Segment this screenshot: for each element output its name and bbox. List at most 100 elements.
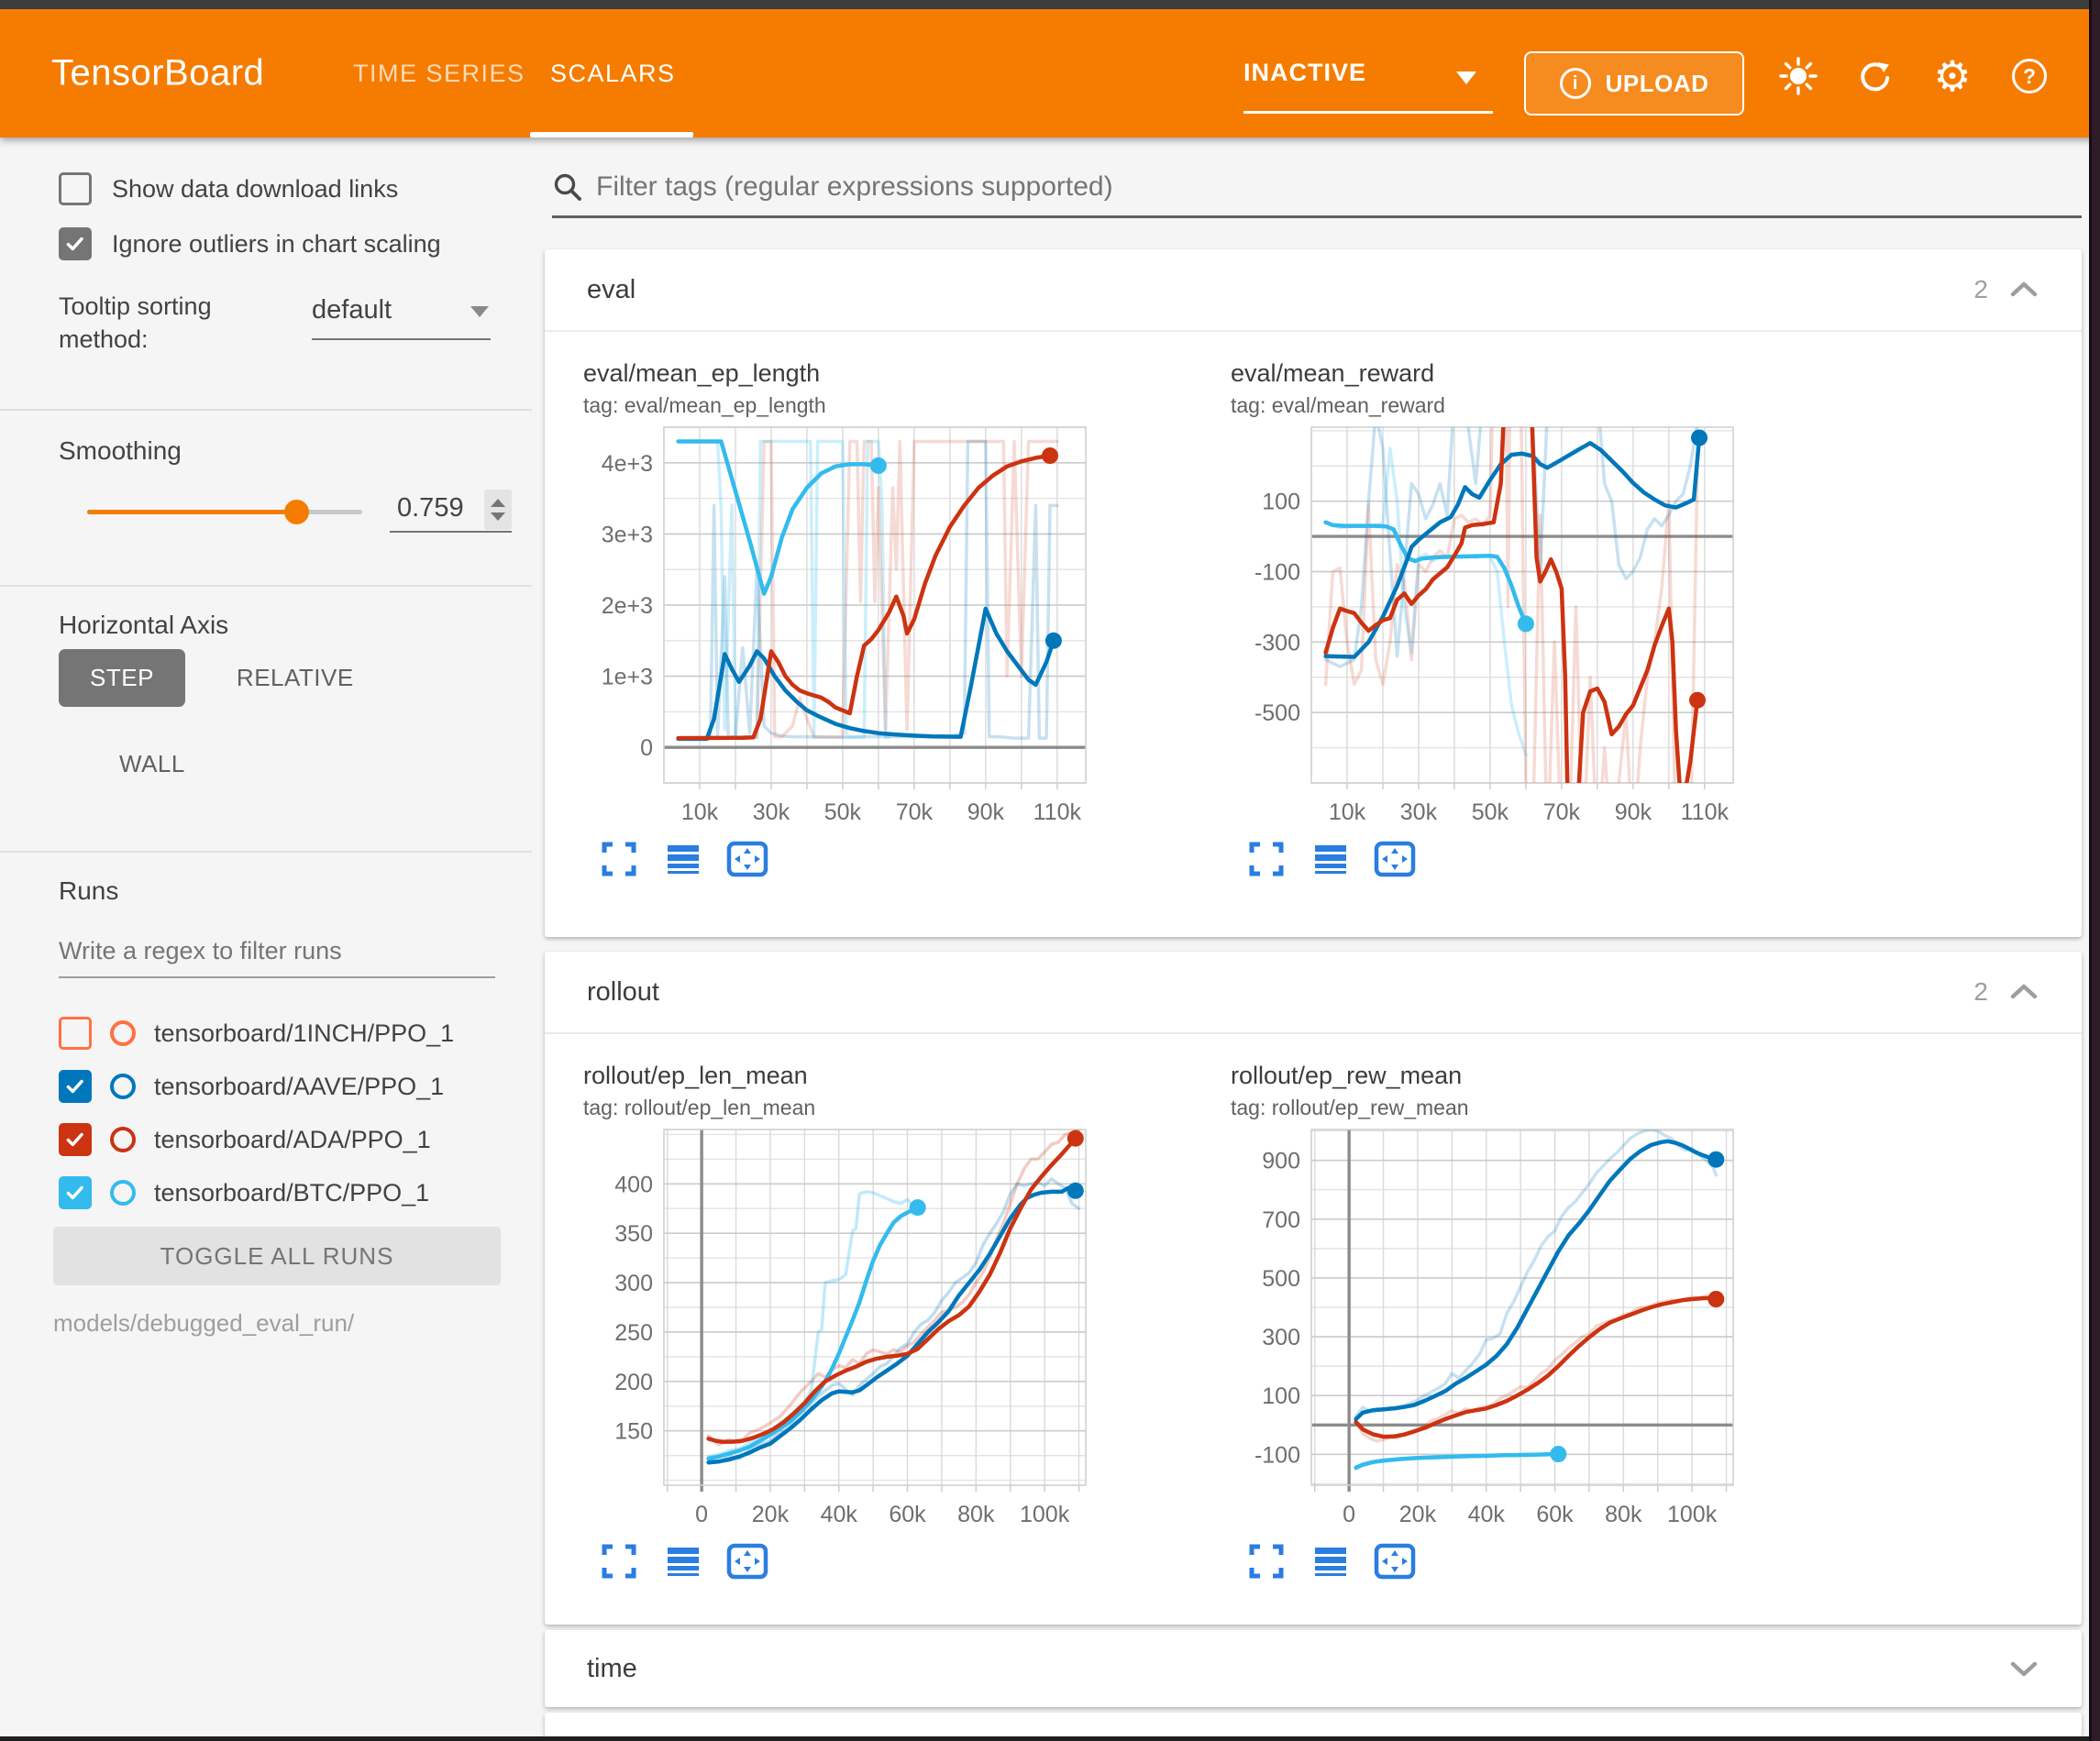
section-header-eval[interactable]: eval 2 bbox=[545, 249, 2082, 332]
run-checkbox[interactable] bbox=[59, 1017, 92, 1050]
fullscreen-icon[interactable] bbox=[1245, 838, 1288, 880]
run-color-radio[interactable] bbox=[110, 1074, 136, 1099]
axis-option-step[interactable]: STEP bbox=[59, 649, 185, 707]
line-chart[interactable]: 10k 30k 50k 70k 90k 110k 100 -100 -300 -500 bbox=[1231, 420, 1744, 832]
upload-button-label: UPLOAD bbox=[1605, 69, 1709, 97]
line-chart[interactable]: 0 20k 40k 60k 80k 100k -100 100 300 500 700 900 bbox=[1231, 1122, 1744, 1535]
axis-option-relative[interactable]: RELATIVE bbox=[236, 664, 354, 691]
checkbox-show-download-links[interactable] bbox=[59, 172, 92, 205]
chart-card: eval/mean_ep_length tag: eval/mean_ep_le… bbox=[583, 359, 1097, 880]
fit-domain-icon[interactable] bbox=[726, 1540, 768, 1582]
run-checkbox[interactable] bbox=[59, 1123, 92, 1156]
tag-filter-input[interactable] bbox=[596, 171, 2082, 203]
svg-text:90k: 90k bbox=[967, 799, 1005, 825]
chart-card: rollout/ep_len_mean tag: rollout/ep_len_… bbox=[583, 1062, 1097, 1582]
axis-option-wall[interactable]: WALL bbox=[119, 750, 185, 777]
horizontal-axis-label: Horizontal Axis bbox=[59, 611, 229, 639]
smoothing-value-input[interactable]: 0.759 bbox=[390, 488, 512, 533]
tab-time-series[interactable]: TIME SERIES bbox=[353, 59, 525, 87]
section-name: rollout bbox=[587, 976, 659, 1007]
tooltip-sorting-row: Tooltip sorting method: default bbox=[59, 290, 491, 356]
chart-card: eval/mean_reward tag: eval/mean_reward 1… bbox=[1231, 359, 1744, 880]
brightness-icon[interactable] bbox=[1777, 55, 1819, 97]
tooltip-sorting-label: Tooltip sorting method: bbox=[59, 292, 212, 353]
svg-text:100k: 100k bbox=[1667, 1502, 1718, 1527]
svg-text:100: 100 bbox=[1262, 490, 1300, 515]
refresh-icon[interactable] bbox=[1854, 55, 1896, 97]
divider bbox=[0, 409, 532, 411]
svg-text:110k: 110k bbox=[1681, 799, 1730, 825]
chevron-down-icon[interactable] bbox=[2008, 1658, 2039, 1680]
svg-text:1e+3: 1e+3 bbox=[602, 665, 653, 690]
checkbox-ignore-outliers[interactable] bbox=[59, 227, 92, 260]
main-content: eval 2 eval/mean_ep_length tag: eval/mea… bbox=[545, 138, 2089, 1741]
section-header-time[interactable]: time bbox=[545, 1630, 2082, 1707]
svg-text:10k: 10k bbox=[681, 799, 719, 825]
line-chart[interactable]: 10k 30k 50k 70k 90k 110k 0 1e+3 2e+3 3e+3 4e+3 bbox=[583, 420, 1097, 832]
smoothing-slider-thumb[interactable] bbox=[283, 500, 309, 524]
chart-tag: tag: eval/mean_reward bbox=[1231, 393, 1445, 417]
section-card-time: time bbox=[545, 1630, 2082, 1707]
tab-scalars[interactable]: SCALARS bbox=[550, 59, 676, 87]
chevron-down-icon bbox=[470, 306, 489, 317]
data-table-icon[interactable] bbox=[662, 1540, 704, 1582]
info-icon: i bbox=[1559, 68, 1591, 99]
fullscreen-icon[interactable] bbox=[598, 838, 640, 880]
section-header-rollout[interactable]: rollout 2 bbox=[545, 952, 2082, 1034]
window-edge-scrollbar[interactable] bbox=[2089, 0, 2100, 1741]
svg-text:3e+3: 3e+3 bbox=[602, 522, 653, 547]
fit-domain-icon[interactable] bbox=[726, 838, 768, 880]
svg-text:0: 0 bbox=[640, 735, 653, 761]
chart-title: rollout/ep_len_mean bbox=[583, 1062, 808, 1089]
section-card-partial bbox=[545, 1713, 2082, 1738]
smoothing-slider[interactable] bbox=[87, 500, 362, 524]
svg-text:250: 250 bbox=[614, 1320, 653, 1346]
line-chart[interactable]: 0 20k 40k 60k 80k 100k 150 200 250 300 350 400 bbox=[583, 1122, 1097, 1535]
checkbox-label: Show data download links bbox=[112, 174, 399, 203]
gear-icon[interactable]: ⚙ bbox=[1933, 52, 1972, 100]
data-table-icon[interactable] bbox=[1310, 838, 1352, 880]
smoothing-slider-fill bbox=[87, 510, 296, 514]
data-table-icon[interactable] bbox=[1310, 1540, 1352, 1582]
stepper-up-icon[interactable] bbox=[491, 499, 505, 507]
run-color-radio[interactable] bbox=[110, 1020, 136, 1046]
stepper-down-icon[interactable] bbox=[491, 512, 505, 521]
upload-button[interactable]: i UPLOAD bbox=[1524, 51, 1744, 116]
svg-text:50k: 50k bbox=[1472, 799, 1509, 825]
ignore-outliers-row[interactable]: Ignore outliers in chart scaling bbox=[59, 227, 441, 260]
help-icon[interactable]: ? bbox=[2008, 55, 2050, 97]
run-checkbox[interactable] bbox=[59, 1070, 92, 1103]
svg-text:50k: 50k bbox=[824, 799, 862, 825]
search-icon bbox=[554, 173, 581, 201]
tooltip-sorting-value: default bbox=[312, 295, 392, 325]
run-label: tensorboard/ADA/PPO_1 bbox=[154, 1125, 431, 1153]
fit-domain-icon[interactable] bbox=[1374, 838, 1416, 880]
chart-title: rollout/ep_rew_mean bbox=[1231, 1062, 1463, 1089]
chart-title: eval/mean_reward bbox=[1231, 359, 1435, 387]
svg-text:70k: 70k bbox=[1543, 799, 1581, 825]
number-stepper[interactable] bbox=[484, 490, 512, 530]
run-row[interactable]: tensorboard/ADA/PPO_1 bbox=[59, 1113, 517, 1166]
run-row[interactable]: tensorboard/BTC/PPO_1 bbox=[59, 1166, 517, 1219]
svg-text:500: 500 bbox=[1262, 1266, 1300, 1292]
status-dropdown[interactable]: INACTIVE bbox=[1243, 46, 1493, 114]
fullscreen-icon[interactable] bbox=[598, 1540, 640, 1582]
fit-domain-icon[interactable] bbox=[1374, 1540, 1416, 1582]
smoothing-slider-row: 0.759 bbox=[87, 490, 512, 533]
run-checkbox[interactable] bbox=[59, 1176, 92, 1209]
svg-text:100: 100 bbox=[1262, 1383, 1300, 1409]
run-color-radio[interactable] bbox=[110, 1180, 136, 1206]
data-table-icon[interactable] bbox=[662, 838, 704, 880]
fullscreen-icon[interactable] bbox=[1245, 1540, 1288, 1582]
show-download-links-row[interactable]: Show data download links bbox=[59, 172, 398, 205]
runs-filter-input[interactable] bbox=[59, 937, 495, 978]
tooltip-sorting-select[interactable]: default bbox=[312, 295, 491, 340]
run-row[interactable]: tensorboard/1INCH/PPO_1 bbox=[59, 1007, 517, 1060]
run-row[interactable]: tensorboard/AAVE/PPO_1 bbox=[59, 1060, 517, 1113]
chevron-up-icon[interactable] bbox=[2008, 981, 2039, 1003]
toggle-all-runs-button[interactable]: TOGGLE ALL RUNS bbox=[53, 1227, 501, 1285]
status-dropdown-underline bbox=[1243, 111, 1493, 114]
chevron-up-icon[interactable] bbox=[2008, 279, 2039, 301]
run-color-radio[interactable] bbox=[110, 1127, 136, 1152]
